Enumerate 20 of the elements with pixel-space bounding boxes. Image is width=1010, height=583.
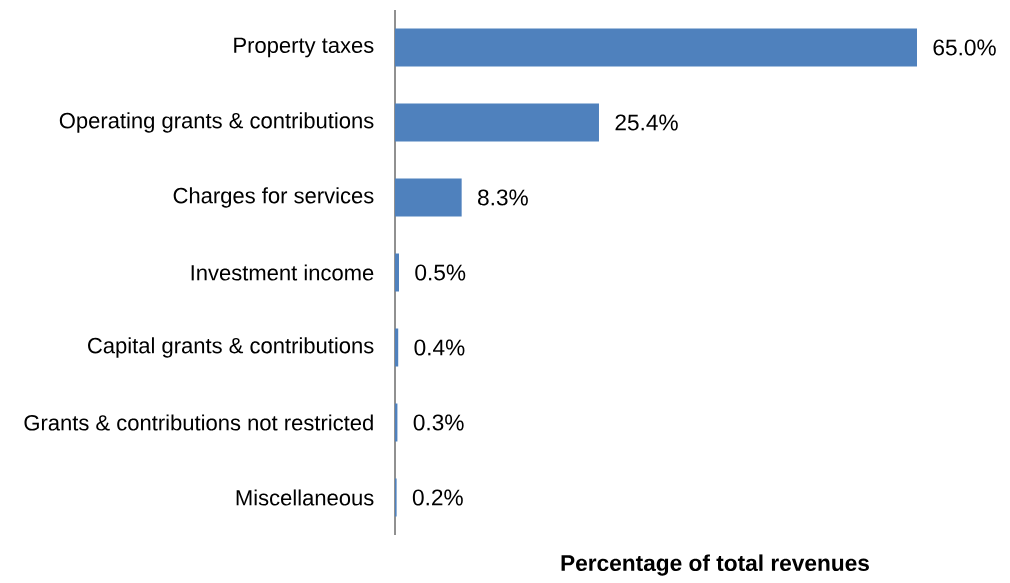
data-label: 0.3% bbox=[413, 414, 464, 431]
bar bbox=[395, 178, 462, 217]
data-label: 0.5% bbox=[415, 264, 466, 281]
x-axis-title: Percentage of total revenues bbox=[561, 554, 869, 576]
data-label: 65.0% bbox=[933, 39, 996, 56]
data-label: 0.2% bbox=[412, 489, 463, 506]
y-tick-label: Miscellaneous bbox=[236, 489, 374, 506]
y-tick-label: Capital grants & contributions bbox=[88, 337, 374, 358]
y-tick-label: Charges for services bbox=[173, 187, 374, 208]
data-label: 0.4% bbox=[414, 339, 465, 356]
bar bbox=[395, 328, 399, 367]
bar bbox=[395, 253, 400, 292]
bar bbox=[395, 28, 917, 67]
y-tick-label: Investment income bbox=[191, 264, 374, 281]
y-tick-label: Operating grants & contributions bbox=[59, 112, 374, 133]
y-tick-label: Grants & contributions not restricted bbox=[24, 414, 373, 431]
y-tick-label: Property taxes bbox=[234, 37, 374, 58]
data-label: 25.4% bbox=[615, 114, 678, 131]
bar bbox=[395, 103, 599, 142]
data-label: 8.3% bbox=[478, 189, 528, 206]
